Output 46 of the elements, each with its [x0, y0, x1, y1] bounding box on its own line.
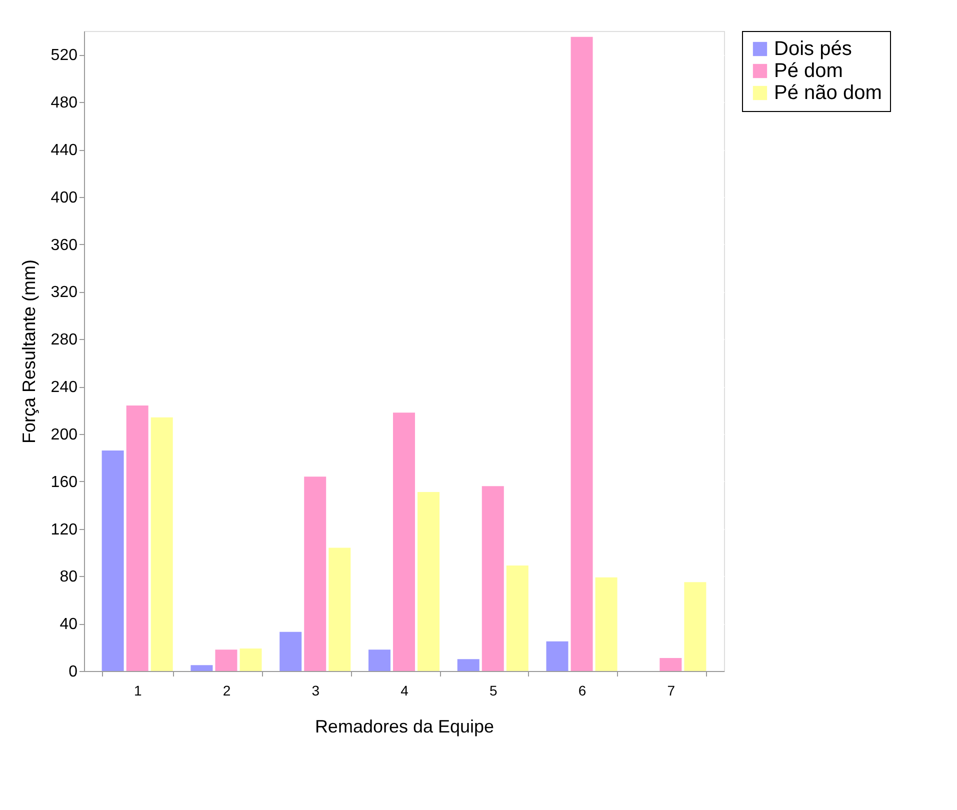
bar [393, 412, 415, 671]
bar [126, 406, 148, 671]
y-tick-label: 480 [50, 94, 78, 112]
bar [190, 665, 213, 671]
bar [240, 648, 262, 671]
bar [215, 650, 238, 671]
y-tick-label: 120 [50, 521, 78, 538]
x-tick-label: 6 [578, 682, 586, 698]
bar [328, 548, 351, 671]
bar [595, 577, 618, 671]
x-tick-label: 5 [489, 682, 498, 698]
y-tick-label: 400 [50, 189, 78, 206]
x-axis-title: Remadores da Equipe [314, 716, 494, 736]
legend-label: Dois pés [774, 38, 852, 60]
y-tick-label: 80 [60, 568, 78, 586]
x-tick-label: 3 [312, 682, 320, 698]
x-tick-label: 2 [222, 682, 231, 698]
bar [546, 641, 568, 671]
bar [482, 486, 504, 671]
y-tick-label: 520 [50, 47, 78, 64]
bar [368, 650, 390, 671]
bar [660, 658, 682, 671]
bar [457, 659, 480, 671]
bar [150, 417, 173, 671]
bar [506, 566, 528, 671]
y-tick-label: 280 [50, 332, 78, 349]
x-tick-label: 7 [667, 682, 676, 698]
y-tick-label: 320 [50, 284, 78, 302]
y-axis-title: Força Resultante (mm) [18, 259, 39, 444]
bar [102, 450, 124, 671]
bar [304, 476, 326, 671]
legend-label: Pé não dom [774, 82, 882, 104]
bar [684, 582, 706, 671]
y-tick-label: 160 [50, 474, 78, 491]
legend-label: Pé dom [774, 60, 843, 82]
y-tick-label: 440 [50, 142, 78, 160]
bar [570, 36, 593, 671]
y-tick-label: 40 [60, 616, 78, 634]
y-tick-label: 200 [50, 426, 78, 444]
x-tick-label: 4 [400, 682, 409, 698]
y-tick-label: 0 [68, 664, 78, 680]
bar [280, 632, 302, 671]
y-tick-label: 240 [50, 379, 78, 396]
y-tick-label: 360 [50, 236, 78, 254]
x-tick-label: 1 [134, 682, 142, 698]
bar [418, 492, 440, 671]
